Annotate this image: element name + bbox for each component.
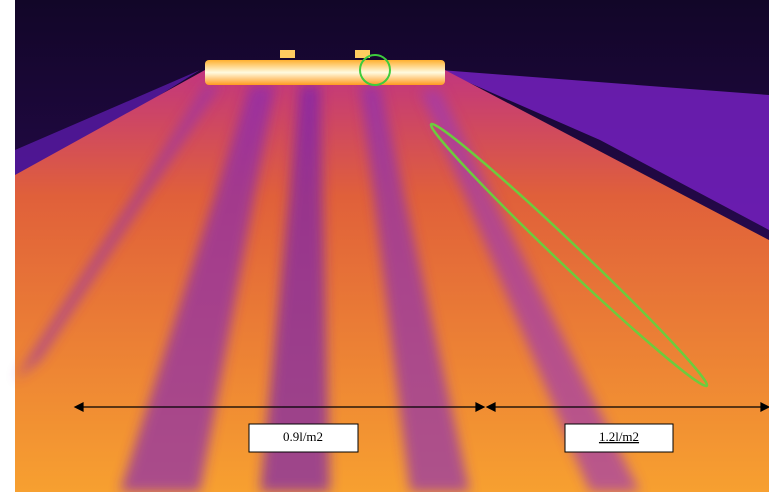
thermal-image-figure: 0.9l/m2 1.2l/m2 bbox=[0, 0, 769, 492]
thermal-photo bbox=[15, 0, 769, 492]
rate-label: 0.9l/m2 bbox=[283, 429, 323, 444]
rate-label: 1.2l/m2 bbox=[599, 429, 639, 444]
page: 0.9l/m2 1.2l/m2 (() => { const data = JS… bbox=[0, 0, 769, 492]
